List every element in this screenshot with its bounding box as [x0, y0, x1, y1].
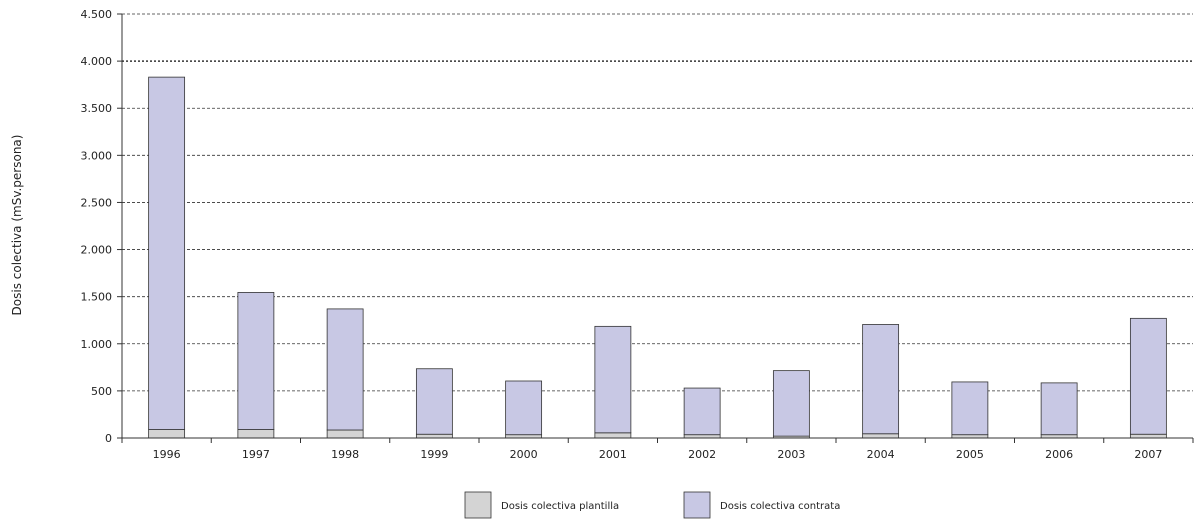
x-tick-label: 1997 [242, 448, 270, 461]
x-tick-label: 2006 [1045, 448, 1073, 461]
bar-contrata-1997 [237, 292, 275, 430]
x-tick-label: 2002 [688, 448, 716, 461]
bars [148, 76, 1167, 439]
bar-contrata-1999 [415, 368, 453, 435]
y-tick-label: 2.000 [81, 244, 113, 257]
y-axis-title: Dosis colectiva (mSv.persona) [10, 135, 24, 316]
bar-contrata-2003 [772, 370, 810, 437]
y-tick-label: 4.500 [81, 8, 113, 21]
bar-contrata-2001 [594, 325, 632, 434]
y-tick-label: 500 [91, 385, 112, 398]
y-axis: 0 500 1.000 1.500 2.000 2.500 3.000 3.500 4.000 4… [81, 8, 123, 445]
y-tick-label: 0 [105, 432, 112, 445]
x-tick-label: 2004 [867, 448, 895, 461]
bar-plantilla-2001 [594, 432, 632, 439]
y-tick-label: 1.500 [81, 291, 113, 304]
y-tick-label: 4.000 [81, 55, 113, 68]
x-axis: 1996 1997 1998 1999 2000 2001 2002 2003 2004 2005… [121, 437, 1194, 461]
bar-contrata-2002 [683, 387, 721, 436]
legend: Dosis colectiva plantilla Dosis colectiva… [464, 491, 840, 519]
bar-contrata-1998 [326, 308, 364, 431]
bar-plantilla-1998 [326, 429, 364, 439]
bar-plantilla-1996 [148, 429, 186, 439]
bar-plantilla-2004 [862, 433, 900, 439]
x-tick-label: 2003 [777, 448, 805, 461]
legend-label-contrata: Dosis colectiva contrata [720, 501, 840, 512]
y-tick-label: 2.500 [81, 196, 113, 209]
x-tick-label: 2001 [599, 448, 627, 461]
bar-plantilla-2007 [1129, 433, 1167, 439]
bar-contrata-1996 [148, 76, 186, 430]
legend-swatch-contrata [683, 491, 711, 519]
x-tick-label: 1996 [153, 448, 181, 461]
bar-plantilla-1997 [237, 429, 275, 439]
x-tick-label: 1998 [331, 448, 359, 461]
bar-contrata-2005 [951, 381, 989, 436]
x-tick-label: 1999 [420, 448, 448, 461]
x-tick-label: 2000 [510, 448, 538, 461]
bar-contrata-2004 [862, 324, 900, 435]
grid-lines [122, 13, 1193, 392]
y-tick-label: 3.000 [81, 149, 113, 162]
bar-contrata-2007 [1129, 317, 1167, 435]
y-tick-label: 1.000 [81, 338, 113, 351]
legend-swatch-plantilla [464, 491, 492, 519]
y-tick-label: 3.500 [81, 102, 113, 115]
bar-contrata-2000 [505, 380, 543, 436]
x-tick-label: 2007 [1134, 448, 1162, 461]
bar-contrata-2006 [1040, 382, 1078, 436]
x-tick-label: 2005 [956, 448, 984, 461]
legend-label-plantilla: Dosis colectiva plantilla [501, 501, 619, 512]
bar-plantilla-1999 [415, 433, 453, 439]
